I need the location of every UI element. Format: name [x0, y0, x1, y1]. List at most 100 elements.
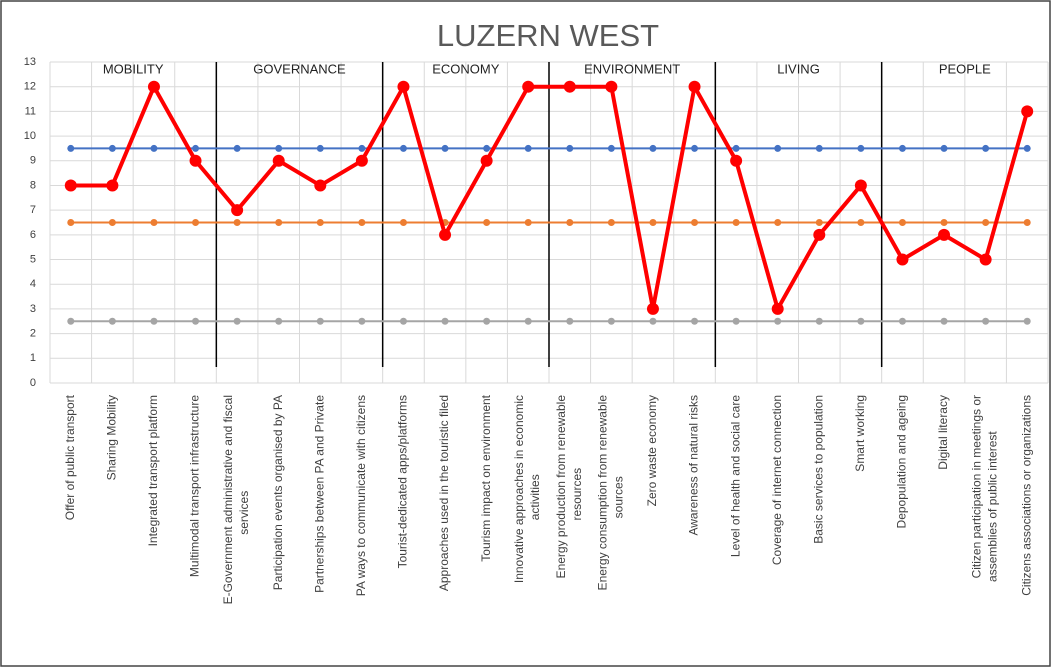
- x-tick-label: Tourism impact on environment: [479, 394, 493, 561]
- data-point: [732, 144, 740, 152]
- data-point: [815, 317, 823, 325]
- data-point: [483, 317, 491, 325]
- data-point: [480, 154, 493, 167]
- data-point: [522, 80, 535, 93]
- data-point: [272, 154, 285, 167]
- data-point: [607, 219, 615, 226]
- data-point: [691, 144, 699, 152]
- y-tick-label: 3: [30, 303, 36, 315]
- y-tick-label: 2: [30, 328, 36, 340]
- data-point: [649, 317, 657, 325]
- y-tick-label: 8: [30, 179, 36, 191]
- data-point: [358, 144, 366, 152]
- data-point: [439, 228, 452, 241]
- data-point: [732, 219, 740, 226]
- data-point: [732, 317, 740, 325]
- chart-title: LUZERN WEST: [437, 18, 659, 53]
- data-point: [607, 317, 615, 325]
- data-point: [67, 219, 75, 226]
- data-point: [649, 219, 657, 226]
- data-point: [399, 219, 407, 226]
- data-point: [730, 154, 743, 167]
- x-tick-label: Digital literacy: [936, 395, 950, 470]
- data-point: [233, 219, 241, 226]
- x-tick-label: Level of health and social care: [728, 395, 742, 557]
- x-tick-label: PA ways to communicate with citizens: [354, 395, 368, 596]
- data-point: [646, 302, 659, 315]
- data-point: [189, 154, 202, 167]
- x-tick-label: E-Government administrative and fiscal se…: [221, 395, 251, 604]
- data-point: [275, 144, 283, 152]
- data-point: [441, 144, 449, 152]
- x-tick-label-line: services: [237, 491, 251, 535]
- data-point: [1023, 219, 1031, 226]
- x-tick-label: Approaches used in the touristic filed: [437, 395, 451, 591]
- y-tick-label: 12: [24, 81, 36, 93]
- data-point: [896, 253, 909, 266]
- data-point: [67, 144, 75, 152]
- data-point: [150, 219, 158, 226]
- y-tick-label: 11: [25, 105, 36, 117]
- data-point: [563, 80, 576, 93]
- data-point: [982, 317, 990, 325]
- x-tick-label: Innovative approaches in economic activit…: [512, 395, 542, 583]
- data-point: [147, 80, 160, 93]
- data-point: [566, 144, 574, 152]
- x-tick-label: Energy production from renewable resource…: [554, 395, 584, 579]
- data-point: [67, 317, 75, 325]
- data-point: [358, 317, 366, 325]
- x-tick-label: Basic services to population: [811, 395, 825, 544]
- x-tick-label: Citizen participation in meetings or asse…: [970, 395, 1000, 582]
- data-point: [1021, 105, 1034, 118]
- data-point: [483, 219, 491, 226]
- group-label: PEOPLE: [939, 61, 991, 76]
- data-point: [524, 144, 532, 152]
- y-tick-label: 10: [24, 130, 36, 142]
- data-point: [233, 317, 241, 325]
- group-label: MOBILITY: [103, 61, 164, 76]
- x-tick-label: Participation events organised by PA: [271, 395, 285, 590]
- data-point: [857, 219, 865, 226]
- data-point: [316, 219, 324, 226]
- data-point: [566, 219, 574, 226]
- data-point: [815, 219, 823, 226]
- data-point: [150, 144, 158, 152]
- group-label: ECONOMY: [432, 61, 500, 76]
- data-point: [815, 144, 823, 152]
- x-tick-label-line: resources: [570, 468, 584, 521]
- data-point: [483, 144, 491, 152]
- x-tick-label: Offer of public transport: [63, 394, 77, 520]
- x-tick-label-line: activities: [528, 474, 542, 520]
- data-point: [316, 144, 324, 152]
- data-point: [192, 219, 200, 226]
- data-point: [524, 317, 532, 325]
- y-tick-label: 1: [30, 352, 36, 364]
- x-tick-label: Depopulation and ageing: [895, 395, 909, 528]
- data-point: [691, 317, 699, 325]
- data-point: [607, 144, 615, 152]
- data-point: [774, 317, 782, 325]
- data-point: [316, 317, 324, 325]
- group-label: GOVERNANCE: [253, 61, 346, 76]
- x-tick-label-line: assemblies of public interest: [986, 431, 1000, 582]
- data-point: [399, 317, 407, 325]
- x-tick-label: Integrated transport platform: [146, 395, 160, 546]
- y-tick-label: 9: [30, 155, 36, 167]
- data-point: [275, 219, 283, 226]
- x-tick-label-line: Innovative approaches in economic: [512, 395, 526, 583]
- data-point: [649, 144, 657, 152]
- data-point: [64, 179, 77, 192]
- x-tick-label-line: E-Government administrative and fiscal: [221, 395, 235, 604]
- data-point: [233, 144, 241, 152]
- data-point: [898, 317, 906, 325]
- x-tick-label: Multimodal transport infrastructure: [188, 395, 202, 577]
- group-label: ENVIRONMENT: [584, 61, 680, 76]
- data-point: [774, 144, 782, 152]
- data-point: [397, 80, 410, 93]
- y-tick-label: 6: [30, 229, 36, 241]
- x-tick-label-line: sources: [612, 476, 626, 518]
- y-tick-label: 4: [30, 278, 36, 290]
- x-tick-label: Tourist-dedicated apps/platforms: [396, 395, 410, 568]
- data-point: [150, 317, 158, 325]
